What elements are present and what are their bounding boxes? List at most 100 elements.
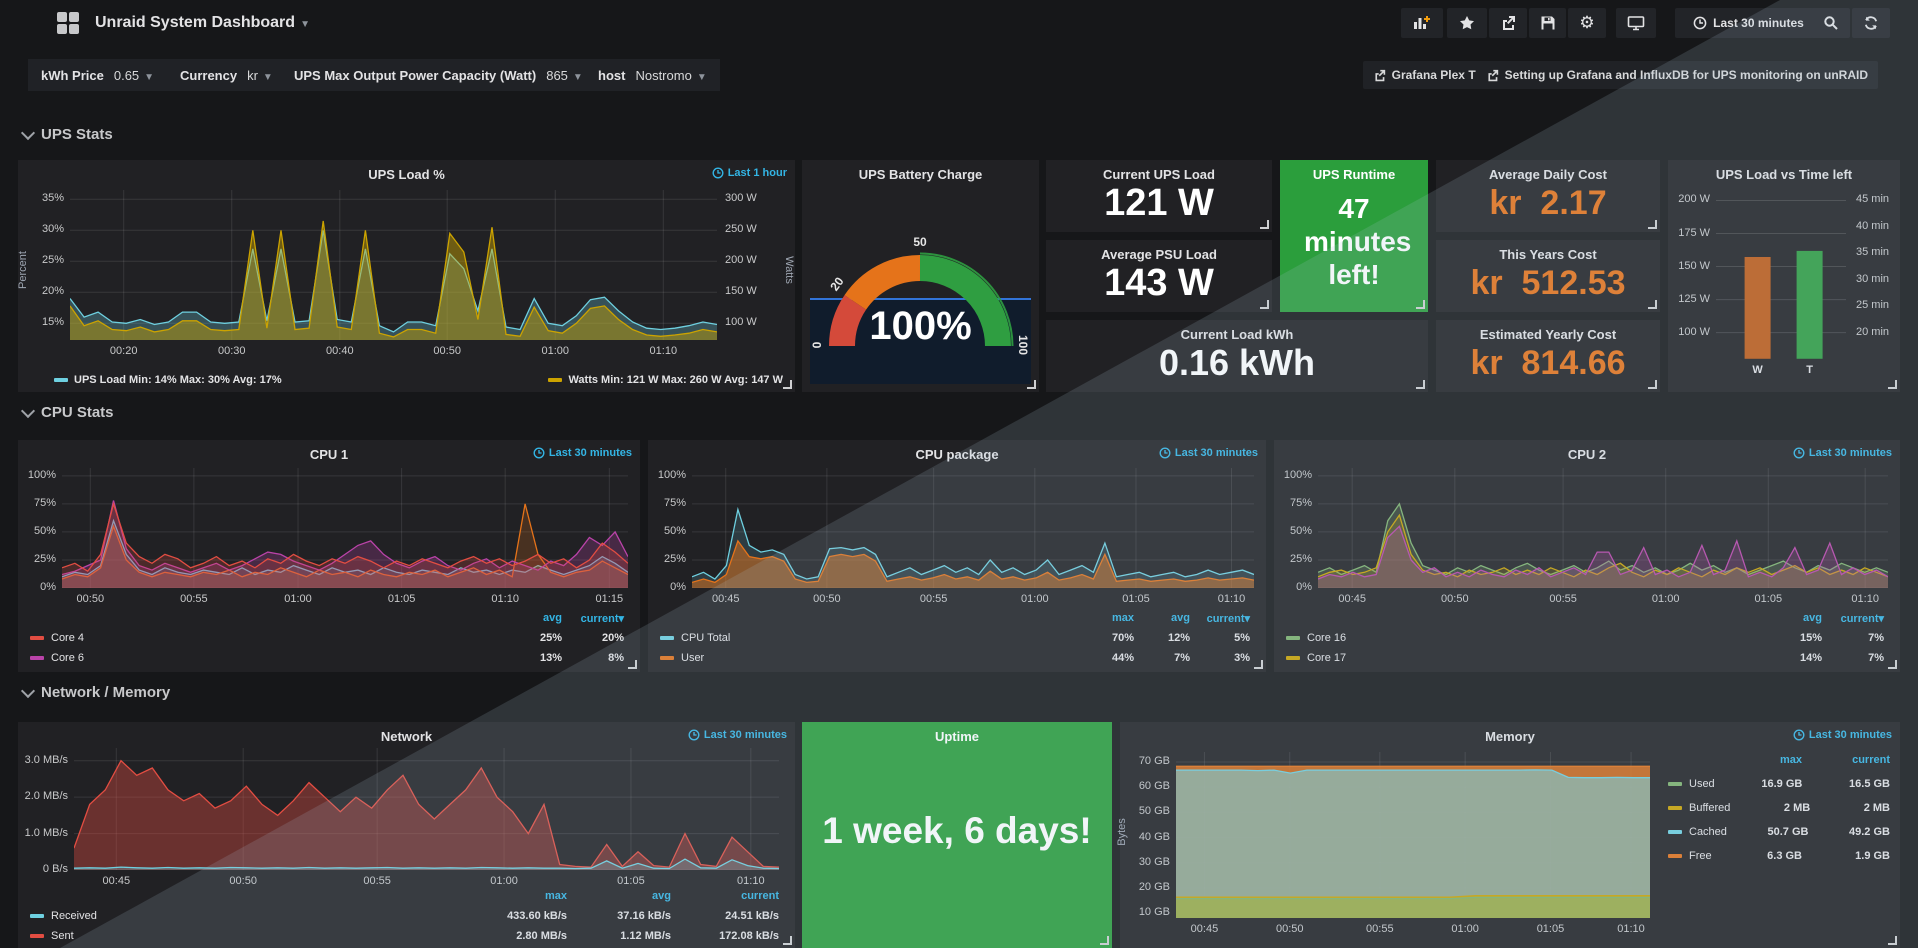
panel-title[interactable]: Memory — [1485, 729, 1535, 744]
legend-item[interactable]: Watts Min: 121 W Max: 260 W Avg: 147 W — [548, 374, 783, 386]
cycle-view-mode-button[interactable] — [1616, 8, 1656, 38]
panel-time-range[interactable]: Last 30 minutes — [1793, 729, 1892, 741]
panel-title[interactable]: Current Load kWh — [1180, 327, 1294, 342]
panel-title[interactable]: CPU 2 — [1567, 447, 1607, 462]
panel-time-range[interactable]: Last 1 hour — [712, 167, 787, 179]
variable-value-dropdown[interactable]: Nostromo ▼ — [635, 67, 707, 83]
grafana-dashboards-icon[interactable] — [57, 12, 79, 34]
variable-ups-max-output[interactable]: UPS Max Output Power Capacity (Watt) 865… — [281, 59, 596, 91]
chart-legend[interactable]: UPS Load Min: 14% Max: 30% Avg: 17% Watts… — [54, 374, 783, 386]
panel-title[interactable]: Estimated Yearly Cost — [1479, 327, 1617, 342]
legend-sort-header[interactable]: avg — [1171, 612, 1190, 624]
panel-resize-handle[interactable] — [1648, 300, 1657, 309]
section-ups-stats[interactable]: UPS Stats — [20, 125, 113, 143]
save-dashboard-button[interactable] — [1529, 8, 1566, 38]
panel-resize-handle[interactable] — [1027, 380, 1036, 389]
panel-resize-handle[interactable] — [783, 936, 792, 945]
legend-sort-header[interactable]: max — [544, 890, 567, 902]
panel-title[interactable]: CPU 1 — [309, 447, 349, 462]
legend-sort-header[interactable]: max — [1111, 612, 1134, 624]
legend-item[interactable]: Sent 2.80 MB/s 1.12 MB/s 172.08 kB/s — [30, 926, 779, 946]
battery-gauge[interactable] — [810, 228, 1030, 358]
variable-currency[interactable]: Currency kr ▼ — [167, 59, 286, 91]
panel-resize-handle[interactable] — [1888, 380, 1897, 389]
legend-sort-header[interactable]: current▾ — [1206, 612, 1250, 625]
panel-resize-handle[interactable] — [1416, 300, 1425, 309]
panel-resize-handle[interactable] — [628, 660, 637, 669]
chart-legend[interactable]: max avg current▾ CPU Total 70% 12% 5% User 44% 7%… — [660, 608, 1250, 668]
link-ups-monitoring-guide[interactable]: Setting up Grafana and InfluxDB for UPS … — [1475, 61, 1878, 89]
time-range-picker[interactable]: Last 30 minutes — [1675, 8, 1822, 38]
legend-sort-header[interactable]: current — [741, 890, 779, 902]
chart-legend[interactable]: avg current▾ Core 4 25% 20% Core 6 13% 8% — [30, 608, 624, 668]
mark-favorite-button[interactable] — [1447, 8, 1487, 38]
panel-time-range[interactable]: Last 30 minutes — [688, 729, 787, 741]
panel-resize-handle[interactable] — [1648, 380, 1657, 389]
panel-title[interactable]: UPS Load % — [368, 167, 445, 182]
panel-resize-handle[interactable] — [1260, 220, 1269, 229]
legend-item[interactable]: Cached 50.7 GB 49.2 GB — [1668, 820, 1890, 844]
ups-load-chart[interactable] — [69, 190, 718, 340]
variable-value-dropdown[interactable]: 865 ▼ — [546, 67, 583, 83]
panel-resize-handle[interactable] — [1254, 660, 1263, 669]
cpu1-chart[interactable] — [61, 468, 629, 589]
panel-title[interactable]: UPS Runtime — [1312, 167, 1396, 182]
legend-sort-header[interactable]: avg — [543, 612, 562, 624]
panel-resize-handle[interactable] — [1888, 936, 1897, 945]
ups-bar-chart[interactable] — [1716, 190, 1846, 364]
legend-item[interactable]: Free 6.3 GB 1.9 GB — [1668, 844, 1890, 868]
panel-title[interactable]: CPU package — [915, 447, 999, 462]
legend-item[interactable]: Received 433.60 kB/s 37.16 kB/s 24.51 kB/s — [30, 906, 779, 926]
dashboard-title[interactable]: Unraid System Dashboard ▼ — [95, 14, 310, 31]
panel-resize-handle[interactable] — [1888, 660, 1897, 669]
legend-sort-header[interactable]: current — [1852, 754, 1890, 766]
panel-title[interactable]: UPS Load vs Time left — [1715, 167, 1853, 182]
legend-sort-header[interactable]: avg — [652, 890, 671, 902]
cpu-package-chart[interactable] — [691, 468, 1255, 589]
variable-host[interactable]: host Nostromo ▼ — [585, 59, 720, 91]
legend-item[interactable]: Core 16 15% 7% — [1286, 628, 1884, 648]
legend-item[interactable]: User 44% 7% 3% — [660, 648, 1250, 668]
search-time-button[interactable] — [1811, 8, 1850, 38]
legend-item[interactable]: Used 16.9 GB 16.5 GB — [1668, 772, 1890, 796]
memory-chart[interactable] — [1176, 752, 1650, 918]
legend-item[interactable]: Core 17 14% 7% — [1286, 648, 1884, 668]
chart-legend[interactable]: max current Used 16.9 GB 16.5 GB Buffered 2 MB… — [1668, 748, 1890, 868]
panel-title[interactable]: UPS Battery Charge — [858, 167, 983, 182]
network-chart[interactable] — [73, 748, 780, 871]
chart-legend[interactable]: avg current▾ Core 16 15% 7% Core 17 14% 7% — [1286, 608, 1884, 668]
panel-resize-handle[interactable] — [783, 380, 792, 389]
variable-kwh-price[interactable]: kWh Price 0.65 ▼ — [28, 59, 168, 91]
variable-value-dropdown[interactable]: 0.65 ▼ — [113, 67, 155, 83]
legend-item[interactable]: UPS Load Min: 14% Max: 30% Avg: 17% — [54, 374, 282, 386]
cpu2-chart[interactable] — [1317, 468, 1889, 589]
add-panel-button[interactable] — [1401, 8, 1443, 38]
section-cpu-stats[interactable]: CPU Stats — [20, 403, 114, 421]
panel-title[interactable]: Network — [380, 729, 433, 744]
legend-item[interactable]: Buffered 2 MB 2 MB — [1668, 796, 1890, 820]
panel-title[interactable]: Average Daily Cost — [1488, 167, 1607, 182]
chart-legend[interactable]: max avg current Received 433.60 kB/s 37.16 kB… — [30, 886, 779, 946]
legend-sort-header[interactable]: current▾ — [580, 612, 624, 625]
refresh-button[interactable] — [1852, 8, 1890, 38]
legend-sort-header[interactable]: avg — [1803, 612, 1822, 624]
share-dashboard-button[interactable] — [1489, 8, 1527, 38]
panel-resize-handle[interactable] — [1416, 380, 1425, 389]
panel-title[interactable]: Current UPS Load — [1103, 167, 1215, 182]
section-network-memory[interactable]: Network / Memory — [20, 683, 170, 701]
legend-item[interactable]: CPU Total 70% 12% 5% — [660, 628, 1250, 648]
panel-resize-handle[interactable] — [1260, 300, 1269, 309]
panel-title[interactable]: This Years Cost — [1499, 247, 1597, 262]
panel-title[interactable]: Uptime — [934, 729, 980, 744]
panel-time-range[interactable]: Last 30 minutes — [533, 447, 632, 459]
panel-resize-handle[interactable] — [1648, 220, 1657, 229]
legend-sort-header[interactable]: current▾ — [1840, 612, 1884, 625]
panel-resize-handle[interactable] — [1100, 936, 1109, 945]
legend-item[interactable]: Core 4 25% 20% — [30, 628, 624, 648]
variable-value-dropdown[interactable]: kr ▼ — [247, 67, 273, 83]
dashboard-settings-button[interactable]: ⚙ — [1568, 8, 1606, 38]
panel-time-range[interactable]: Last 30 minutes — [1159, 447, 1258, 459]
legend-sort-header[interactable]: max — [1779, 754, 1802, 766]
panel-title[interactable]: Average PSU Load — [1101, 247, 1217, 262]
legend-item[interactable]: Core 6 13% 8% — [30, 648, 624, 668]
